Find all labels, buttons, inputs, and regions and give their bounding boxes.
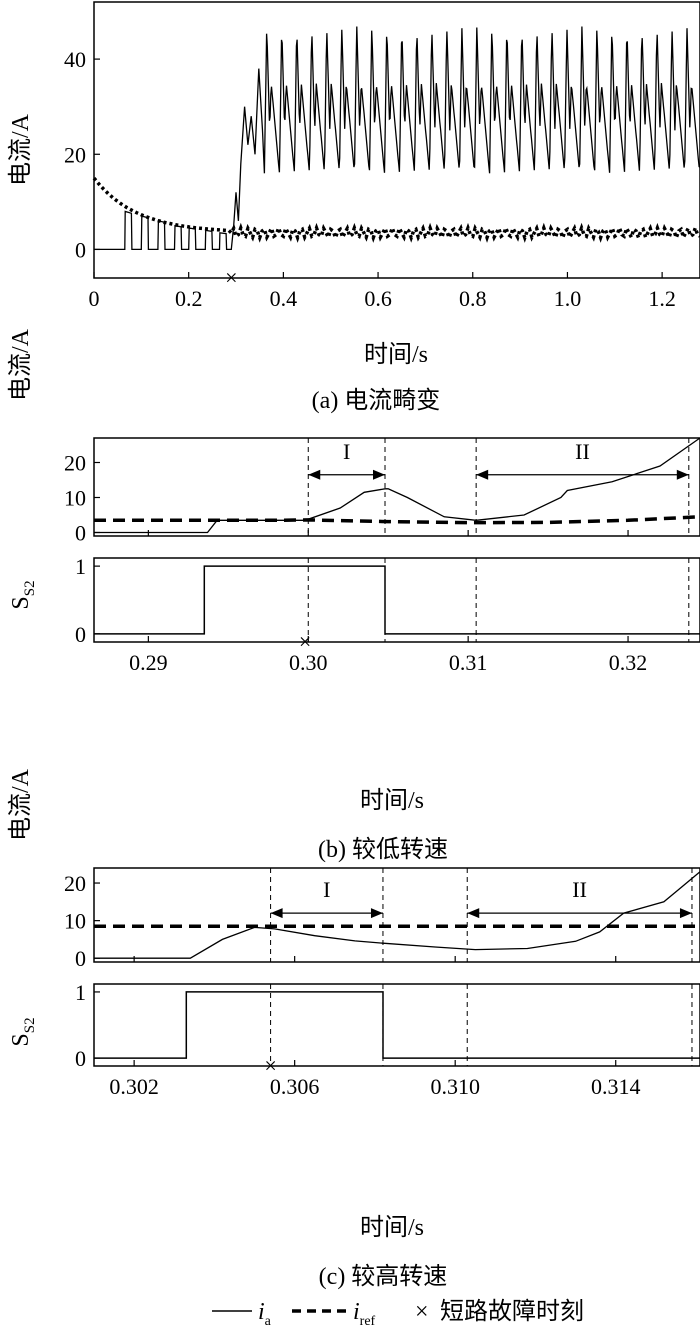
- panel-b-xtick-label-3: 0.32: [609, 650, 648, 675]
- panel-b-s-s2-line: [94, 565, 700, 635]
- panel-b-s-ylabel: SS2: [8, 580, 38, 609]
- panel-b-main-frame: [93, 437, 700, 537]
- panel-a-xtick-label-5: 1.0: [554, 286, 582, 311]
- panel-b-interval-II-label: II: [575, 439, 590, 464]
- panel-a-xtick-label-2: 0.4: [270, 286, 298, 311]
- panel-b-interval-I-arrow-head-right: [373, 469, 386, 480]
- panel-a-ia-line: [94, 26, 700, 251]
- panel-b-s-ytick-label-1: 1: [75, 554, 86, 579]
- panel-c-main-ytick-label-2: 20: [64, 871, 86, 896]
- panel-c-s-ytick-label-0: 0: [75, 1046, 86, 1071]
- panel-b-xlabel: 时间/s: [360, 787, 424, 814]
- panel-a-xlabel: 时间/s: [364, 341, 428, 368]
- panel-c-interval-I-arrow-head-right: [370, 908, 383, 919]
- panel-c-s-ylabel: SS2: [8, 1017, 38, 1046]
- panel-b-iref-line: [94, 515, 700, 525]
- panel-a-xtick-label-3: 0.6: [364, 286, 392, 311]
- panel-b-xtick-label-2: 0.31: [449, 650, 488, 675]
- panel-c-s-s2-line: [94, 991, 700, 1059]
- panel-c-xtick-label-3: 0.314: [591, 1074, 641, 1099]
- panel-a-caption: (a) 电流畸变: [312, 387, 441, 414]
- panel-c-interval-I-label: I: [323, 877, 330, 902]
- panel-a-xtick-label-4: 0.8: [459, 286, 487, 311]
- panel-a-ytick-label-0: 0: [75, 237, 86, 262]
- panel-b-interval-II-arrow-head-right: [676, 469, 689, 480]
- panel-c-interval-I-arrow-head-left: [270, 908, 283, 919]
- panel-c-s-ytick-label-1: 1: [75, 980, 86, 1005]
- panel-b-interval-II-arrow-head-left: [476, 469, 489, 480]
- legend-fault-marker: ×: [415, 1299, 429, 1325]
- panel-c-interval-II-arrow-head-left: [467, 908, 480, 919]
- panel-a-frame: [93, 1, 700, 279]
- panel-b-xtick-label-0: 0.29: [129, 650, 168, 675]
- panel-b-ia-line: [94, 437, 700, 534]
- legend-iref-label: iref: [353, 1299, 376, 1329]
- panel-c-xtick-label-2: 0.310: [430, 1074, 480, 1099]
- panel-c-main-ytick-label-0: 0: [75, 946, 86, 971]
- panel-a-xtick-label-6: 1.2: [648, 286, 676, 311]
- panel-c-main-ytick-label-1: 10: [64, 909, 86, 934]
- panel-b-s-frame: [93, 557, 700, 643]
- panel-b-s-ytick-label-0: 0: [75, 622, 86, 647]
- panel-b-interval-I-arrow-head-left: [308, 469, 321, 480]
- panel-a-fault-marker: ×: [225, 265, 237, 290]
- panel-b-caption: (b) 较低转速: [318, 836, 448, 863]
- panel-c-fault-marker: ×: [264, 1053, 276, 1078]
- panel-c-xtick-label-1: 0.306: [270, 1074, 320, 1099]
- panel-c-xlabel: 时间/s: [360, 1214, 424, 1241]
- panel-b-main-ytick-label-0: 0: [75, 521, 86, 546]
- panel-a: 0 0.2 0.4 0.6 0.8 1.0 1.2 0 20 40 × 电流/A 时间/s (a) …: [7, 1, 700, 414]
- panel-c-ia-line: [94, 871, 700, 959]
- panel-a-xtick-label-1: 0.2: [175, 286, 203, 311]
- panel-b-xtick-label-1: 0.30: [289, 650, 328, 675]
- legend: ia iref × 短路故障时刻: [212, 1298, 584, 1329]
- panel-b-ylabel: 电流/A: [7, 328, 34, 401]
- panel-b-fault-marker: ×: [299, 629, 311, 654]
- panel-a-iref-line: [92, 176, 700, 243]
- legend-ia-label: ia: [258, 1299, 272, 1329]
- panel-a-ytick-label-2: 40: [64, 47, 86, 72]
- panel-a-ytick-label-1: 20: [64, 142, 86, 167]
- panel-c-interval-II-arrow-head-right: [679, 908, 692, 919]
- panel-c-s-frame: [93, 983, 700, 1067]
- panel-b-interval-I-label: I: [343, 439, 350, 464]
- panel-b-main-ytick-label-2: 20: [64, 451, 86, 476]
- panel-b-main-ytick-label-1: 10: [64, 486, 86, 511]
- panel-a-ylabel: 电流/A: [7, 113, 34, 186]
- panel-c-ylabel: 电流/A: [7, 768, 34, 841]
- legend-fault-label: 短路故障时刻: [440, 1298, 584, 1325]
- panel-c-interval-II-label: II: [572, 877, 587, 902]
- panel-c-caption: (c) 较高转速: [319, 1263, 448, 1290]
- panel-c-main-frame: [93, 867, 700, 963]
- panel-c-xtick-label-0: 0.302: [109, 1074, 159, 1099]
- panel-a-xtick-label-0: 0: [89, 286, 100, 311]
